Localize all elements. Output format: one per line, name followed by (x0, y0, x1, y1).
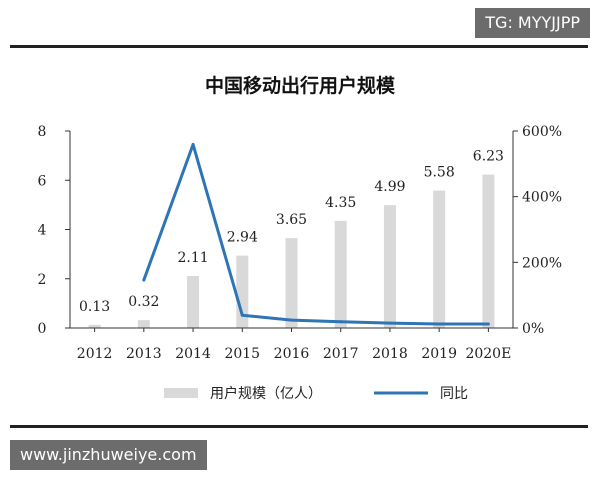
x-tick-label-2019: 2019 (421, 346, 457, 362)
yoy-point-2014 (191, 142, 195, 146)
x-tick-label-2017: 2017 (323, 346, 359, 362)
data-label-2012: 0.13 (79, 299, 110, 315)
x-tick-label-2013: 2013 (126, 346, 162, 362)
y-right-tick-label: 600% (522, 124, 562, 140)
top-divider (10, 45, 588, 48)
bar-2017 (334, 220, 347, 328)
data-label-2017: 4.35 (325, 195, 356, 211)
y-right-tick-label: 0% (522, 321, 544, 337)
yoy-point-2019 (437, 322, 441, 326)
watermark-url: www.jinzhuweiye.com (10, 440, 207, 470)
x-tick-label-2015: 2015 (224, 346, 260, 362)
yoy-point-2015 (240, 313, 244, 317)
x-tick-label-2012: 2012 (77, 346, 113, 362)
x-tick-label-2014: 2014 (175, 346, 211, 362)
y-left-tick-label: 2 (38, 272, 47, 288)
legend-label-bar: 用户规模（亿人） (210, 385, 322, 402)
bar-2018 (383, 205, 396, 328)
data-label-2020E: 6.23 (473, 149, 504, 165)
bar-2016 (285, 238, 298, 328)
bar-2013 (137, 320, 150, 328)
yoy-point-2016 (290, 318, 293, 322)
yoy-line (142, 142, 489, 326)
y-right-tick-label: 400% (522, 190, 562, 206)
bar-2019 (433, 190, 446, 328)
y-left-tick-label: 0 (38, 321, 47, 337)
data-label-2019: 5.58 (424, 165, 455, 181)
bar-2015 (236, 255, 249, 328)
y-left-tick-label: 8 (38, 124, 47, 140)
bar-2020E (482, 174, 495, 328)
legend-label-line: 同比 (440, 386, 468, 402)
x-tick-label-2018: 2018 (372, 346, 408, 362)
x-tick-label-2016: 2016 (274, 346, 310, 362)
bar-2014 (187, 276, 200, 328)
yoy-point-2013 (142, 278, 146, 282)
yoy-point-2020E (486, 322, 490, 326)
y-left-tick-label: 6 (38, 173, 47, 189)
legend-swatch-bar (164, 388, 198, 398)
data-label-2013: 0.32 (128, 294, 159, 310)
x-tick-label-2020E: 2020E (465, 346, 511, 362)
data-label-2015: 2.94 (227, 230, 258, 246)
legend: 用户规模（亿人） 同比 (164, 385, 468, 402)
y-left-tick-label: 4 (38, 223, 47, 239)
bottom-divider (10, 425, 588, 428)
data-label-2016: 3.65 (276, 212, 307, 228)
yoy-point-2018 (388, 321, 392, 325)
y-right-tick-label: 200% (522, 255, 562, 271)
data-label-2014: 2.11 (177, 250, 208, 266)
yoy-point-2017 (339, 320, 343, 324)
bar-2012 (88, 324, 101, 328)
data-label-2018: 4.99 (374, 179, 405, 195)
chart-title: 中国移动出行用户规模 (205, 74, 396, 97)
watermark-tag: TG: MYYJJPP (475, 8, 590, 38)
